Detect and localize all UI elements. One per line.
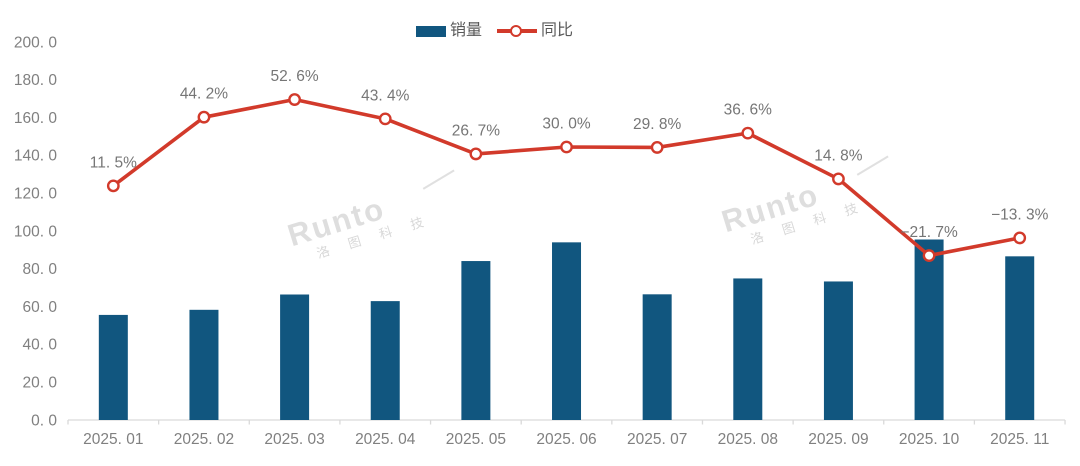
legend-sales-label: 销量 bbox=[450, 22, 483, 39]
y-axis-tick-label: 120. 0 bbox=[14, 186, 57, 203]
y-axis-tick-label: 140. 0 bbox=[14, 148, 57, 165]
yoy-data-label: 36. 6% bbox=[724, 102, 772, 119]
x-axis-tick-label: 2025. 01 bbox=[83, 431, 143, 448]
yoy-data-label: 11. 5% bbox=[90, 154, 137, 171]
y-axis-tick-label: 180. 0 bbox=[14, 72, 57, 89]
yoy-data-label: 29. 8% bbox=[633, 116, 681, 133]
bar-2025.02 bbox=[189, 309, 219, 420]
yoy-data-label: 30. 0% bbox=[542, 116, 590, 133]
chart-legend: 销量 同比 bbox=[416, 22, 573, 40]
y-axis-tick-label: 100. 0 bbox=[14, 223, 57, 240]
yoy-data-label: −13. 3% bbox=[991, 206, 1049, 223]
legend-yoy-circle-icon bbox=[510, 24, 523, 37]
yoy-marker-2025.03 bbox=[288, 93, 301, 106]
x-axis-tick-label: 2025. 10 bbox=[899, 431, 960, 448]
yoy-marker-2025.09 bbox=[832, 172, 845, 186]
y-axis-tick-label: 60. 0 bbox=[23, 299, 58, 316]
yoy-marker-2025.11 bbox=[1013, 231, 1027, 245]
y-axis-tick-label: 20. 0 bbox=[23, 375, 58, 392]
legend-yoy-label: 同比 bbox=[541, 22, 574, 39]
x-axis-tick-label: 2025. 04 bbox=[355, 431, 416, 448]
yoy-data-label: 26. 7% bbox=[452, 122, 500, 139]
yoy-marker-2025.05 bbox=[469, 147, 483, 161]
y-axis-tick-label: 40. 0 bbox=[23, 337, 58, 354]
yoy-marker-2025.10 bbox=[922, 249, 936, 262]
x-axis-tick-label: 2025. 07 bbox=[627, 431, 687, 448]
y-axis-tick-label: 160. 0 bbox=[14, 110, 57, 127]
x-axis-tick-label: 2025. 09 bbox=[808, 431, 868, 448]
x-axis-tick-label: 2025. 03 bbox=[264, 431, 324, 448]
yoy-data-label: 43. 4% bbox=[361, 87, 409, 104]
x-axis-tick-label: 2025. 11 bbox=[990, 431, 1049, 448]
x-axis-tick-label: 2025. 05 bbox=[446, 431, 506, 448]
yoy-marker-2025.07 bbox=[650, 141, 664, 154]
yoy-marker-2025.04 bbox=[378, 112, 392, 126]
yoy-marker-2025.06 bbox=[560, 140, 573, 154]
yoy-data-label: −21. 7% bbox=[900, 224, 958, 241]
x-axis-tick-label: 2025. 08 bbox=[718, 431, 778, 448]
bar-2025.08 bbox=[733, 278, 763, 420]
y-axis-tick-label: 80. 0 bbox=[23, 261, 58, 278]
bar-2025.01 bbox=[98, 314, 128, 420]
bar-2025.04 bbox=[370, 301, 400, 420]
legend-yoy-line-icon bbox=[497, 24, 538, 37]
yoy-marker-2025.08 bbox=[741, 126, 755, 140]
yoy-data-label: 44. 2% bbox=[180, 86, 228, 103]
y-axis-tick-label: 0. 0 bbox=[31, 412, 57, 429]
bar-2025.05 bbox=[461, 261, 491, 420]
bar-2025.09 bbox=[823, 281, 853, 420]
bar-2025.06 bbox=[552, 242, 582, 420]
yoy-data-label: 14. 8% bbox=[814, 147, 862, 164]
yoy-marker-2025.02 bbox=[197, 110, 211, 124]
bar-2025.11 bbox=[1005, 256, 1035, 420]
bar-2025.07 bbox=[642, 294, 672, 420]
y-axis-tick-label: 200. 0 bbox=[14, 34, 57, 51]
bar-2025.03 bbox=[280, 294, 310, 420]
yoy-data-label: 52. 6% bbox=[270, 68, 318, 85]
x-axis-tick-label: 2025. 06 bbox=[536, 431, 596, 448]
legend-sales-swatch bbox=[416, 25, 446, 37]
x-axis-tick-label: 2025. 02 bbox=[174, 431, 234, 448]
bar-2025.10 bbox=[914, 239, 944, 420]
yoy-marker-2025.01 bbox=[106, 179, 120, 193]
